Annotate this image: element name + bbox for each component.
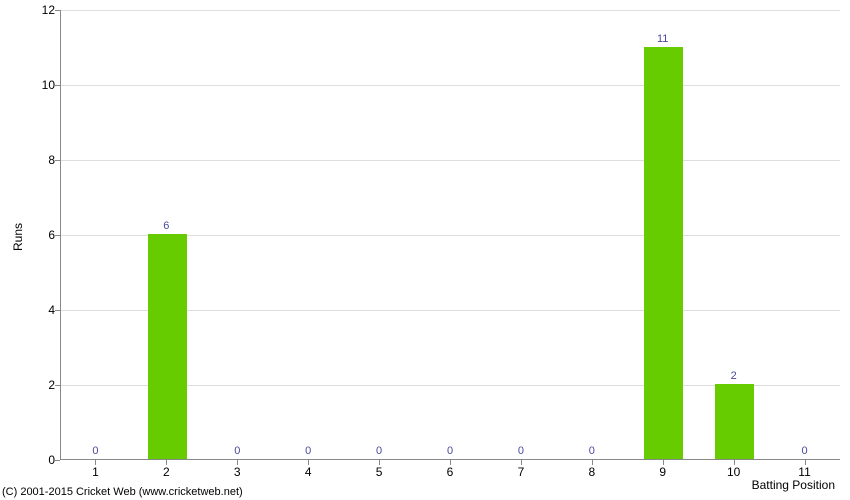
bar-value-label: 0: [589, 445, 595, 457]
x-tick-label: 7: [518, 465, 525, 479]
bar-value-label: 6: [163, 220, 169, 232]
bar-value-label: 2: [731, 370, 737, 382]
x-tick-label: 8: [588, 465, 595, 479]
y-tick-mark: [55, 10, 60, 11]
x-tick-mark: [95, 460, 96, 465]
x-tick-label: 11: [798, 465, 810, 479]
bar-value-label: 0: [234, 445, 240, 457]
y-tick-label: 0: [48, 453, 55, 467]
x-tick-mark: [450, 460, 451, 465]
x-axis-label: Batting Position: [752, 478, 835, 492]
bar-value-label: 0: [305, 445, 311, 457]
x-tick-mark: [734, 460, 735, 465]
gridline: [61, 10, 840, 11]
bar-value-label: 0: [518, 445, 524, 457]
x-tick-label: 2: [163, 465, 170, 479]
y-tick-mark: [55, 460, 60, 461]
y-tick-label: 12: [42, 3, 55, 17]
x-tick-mark: [592, 460, 593, 465]
y-tick-mark: [55, 235, 60, 236]
y-tick-mark: [55, 385, 60, 386]
bar-value-label: 0: [376, 445, 382, 457]
y-tick-label: 4: [48, 303, 55, 317]
y-tick-label: 8: [48, 153, 55, 167]
y-axis-label: Runs: [11, 223, 25, 251]
x-tick-label: 1: [92, 465, 99, 479]
x-tick-label: 6: [447, 465, 454, 479]
x-tick-mark: [521, 460, 522, 465]
bar-value-label: 0: [92, 445, 98, 457]
y-tick-label: 2: [48, 378, 55, 392]
x-tick-mark: [308, 460, 309, 465]
x-tick-mark: [237, 460, 238, 465]
y-tick-mark: [55, 85, 60, 86]
x-tick-label: 4: [305, 465, 312, 479]
x-tick-mark: [166, 460, 167, 465]
y-tick-label: 10: [42, 78, 55, 92]
y-tick-label: 6: [48, 228, 55, 242]
y-tick-mark: [55, 160, 60, 161]
gridline: [61, 85, 840, 86]
x-tick-mark: [663, 460, 664, 465]
bar-value-label: 0: [801, 445, 807, 457]
x-tick-label: 5: [376, 465, 383, 479]
x-tick-label: 10: [727, 465, 740, 479]
bar-value-label: 11: [657, 33, 668, 45]
x-tick-mark: [379, 460, 380, 465]
bar: [644, 47, 683, 460]
x-tick-label: 3: [234, 465, 241, 479]
gridline: [61, 160, 840, 161]
chart-credit: (C) 2001-2015 Cricket Web (www.cricketwe…: [2, 486, 243, 498]
plot-area: [60, 10, 840, 460]
x-tick-label: 9: [659, 465, 666, 479]
bar-value-label: 0: [447, 445, 453, 457]
y-tick-mark: [55, 310, 60, 311]
bar: [715, 384, 754, 459]
bar: [148, 234, 187, 459]
x-tick-mark: [805, 460, 806, 465]
chart-container: Runs Batting Position (C) 2001-2015 Cric…: [0, 0, 850, 500]
